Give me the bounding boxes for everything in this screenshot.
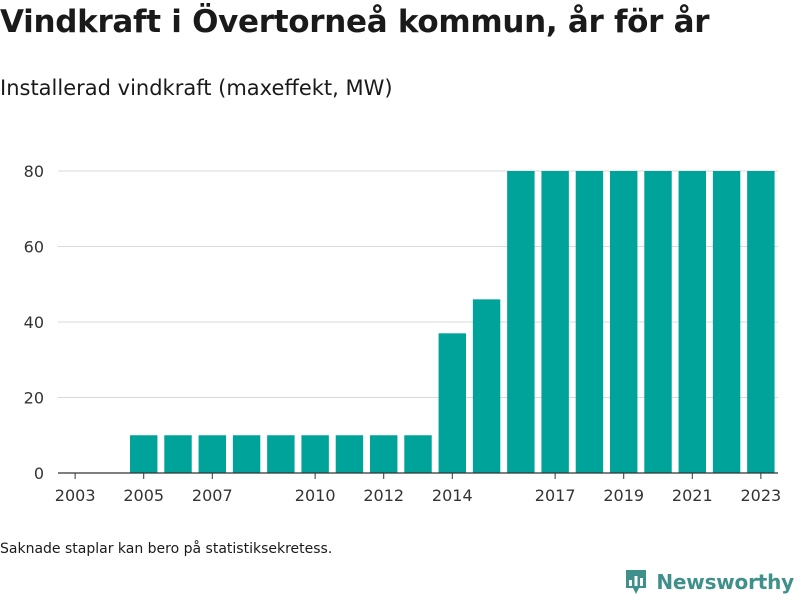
bar	[507, 171, 535, 473]
chart-title: Vindkraft i Övertorneå kommun, år för år	[0, 4, 710, 40]
x-tick-label: 2023	[740, 486, 781, 505]
brand: Newsworthy	[624, 568, 794, 596]
bar	[644, 171, 672, 473]
y-tick-label: 80	[24, 162, 44, 181]
bar	[232, 435, 261, 473]
y-tick-label: 40	[24, 313, 44, 332]
x-tick-label: 2017	[535, 486, 576, 505]
bar	[747, 171, 775, 473]
footnote: Saknade staplar kan bero på statistiksek…	[0, 541, 333, 557]
bar	[438, 333, 466, 473]
bar	[712, 171, 741, 473]
bar	[370, 435, 398, 473]
x-tick-label: 2005	[123, 486, 164, 505]
x-tick-label: 2021	[672, 486, 713, 505]
x-tick-label: 2010	[295, 486, 336, 505]
x-tick-label: 2007	[192, 486, 233, 505]
bar	[335, 435, 364, 473]
bar	[575, 171, 604, 473]
bar	[610, 171, 638, 473]
chart-subtitle: Installerad vindkraft (maxeffekt, MW)	[0, 76, 393, 100]
bar	[130, 435, 158, 473]
bar	[267, 435, 295, 473]
y-tick-label: 0	[34, 464, 44, 483]
bar	[164, 435, 192, 473]
y-tick-label: 20	[24, 389, 44, 408]
bar	[404, 435, 432, 473]
x-tick-label: 2003	[55, 486, 96, 505]
x-tick-label: 2019	[603, 486, 644, 505]
bar	[541, 171, 569, 473]
brand-name: Newsworthy	[656, 570, 794, 594]
y-tick-label: 60	[24, 238, 44, 257]
x-tick-label: 2012	[363, 486, 404, 505]
x-tick-label: 2014	[432, 486, 473, 505]
bar	[678, 171, 706, 473]
bar	[472, 299, 501, 473]
bar	[198, 435, 226, 473]
bar-chart-badge-icon	[626, 570, 647, 594]
bar-chart: 0 20 40 60 80 2003 2005 2007 2010 2012 2014 2017 201…	[24, 162, 782, 505]
bar	[301, 435, 329, 473]
